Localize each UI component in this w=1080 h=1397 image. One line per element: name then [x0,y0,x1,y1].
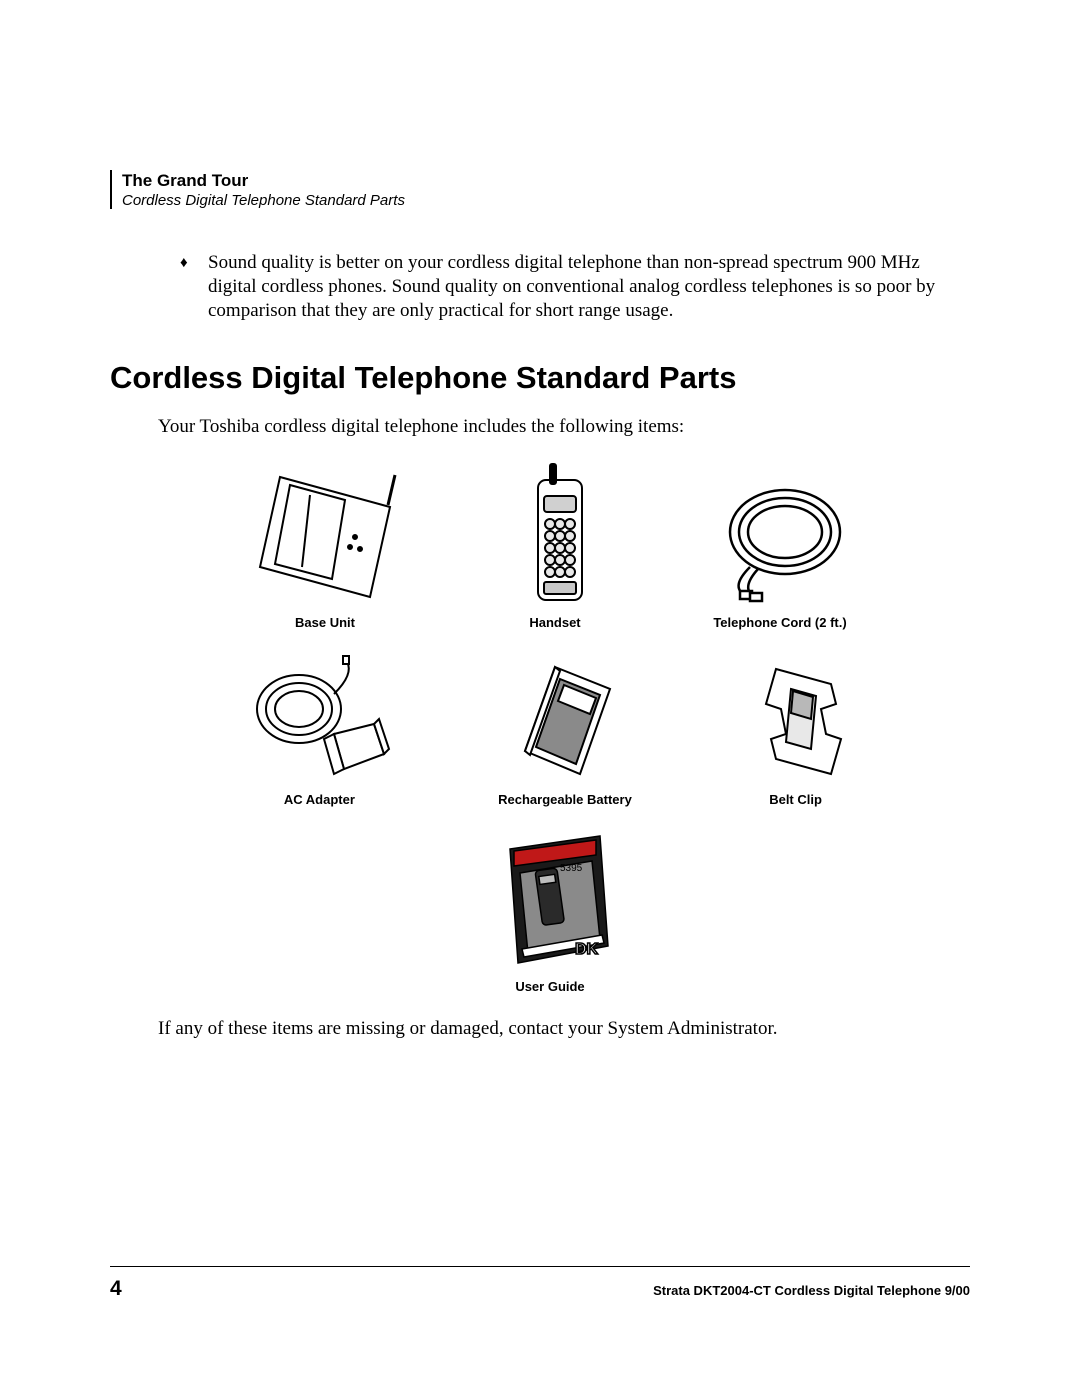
base-unit-icon [240,467,410,607]
figure-id: 5395 [560,863,582,874]
bullet-item: ♦ Sound quality is better on your cordle… [180,251,970,322]
part-label: User Guide [480,979,620,994]
part-battery: Rechargeable Battery [498,659,632,807]
page-header: The Grand Tour Cordless Digital Telephon… [110,170,970,209]
section-heading: Cordless Digital Telephone Standard Part… [110,360,970,396]
bullet-text: Sound quality is better on your cordless… [208,251,970,322]
closing-text: If any of these items are missing or dam… [158,1018,970,1040]
page-footer: 4 Strata DKT2004-CT Cordless Digital Tel… [110,1277,970,1301]
part-telephone-cord: Telephone Cord (2 ft.) [700,477,860,630]
parts-row-2: AC Adapter Rechargeable Battery [190,654,910,807]
belt-clip-icon [731,659,861,784]
part-label: AC Adapter [239,792,399,807]
page-number: 4 [110,1277,122,1301]
part-label: Handset [510,615,600,630]
header-section-title: The Grand Tour [122,170,970,192]
footer-rule [110,1266,970,1267]
ac-adapter-icon [239,654,399,784]
intro-text: Your Toshiba cordless digital telephone … [158,416,970,438]
part-label: Telephone Cord (2 ft.) [700,615,860,630]
header-subtitle: Cordless Digital Telephone Standard Part… [122,192,970,209]
user-guide-icon: DK [480,831,620,971]
part-belt-clip: Belt Clip [731,659,861,807]
part-label: Belt Clip [731,792,861,807]
part-label: Base Unit [240,615,410,630]
handset-icon [510,462,600,607]
footer-text: Strata DKT2004-CT Cordless Digital Telep… [653,1283,970,1298]
parts-row-1: Base Unit [190,462,910,630]
part-label: Rechargeable Battery [498,792,632,807]
bullet-marker: ♦ [180,251,208,322]
part-base-unit: Base Unit [240,467,410,630]
svg-text:DK: DK [575,941,599,958]
parts-figure: Base Unit [190,462,910,994]
telephone-cord-icon [700,477,860,607]
part-user-guide: DK User Guide [480,831,620,994]
battery-icon [498,659,632,784]
parts-row-3: DK User Guide [190,831,910,994]
part-ac-adapter: AC Adapter [239,654,399,807]
part-handset: Handset [510,462,600,630]
